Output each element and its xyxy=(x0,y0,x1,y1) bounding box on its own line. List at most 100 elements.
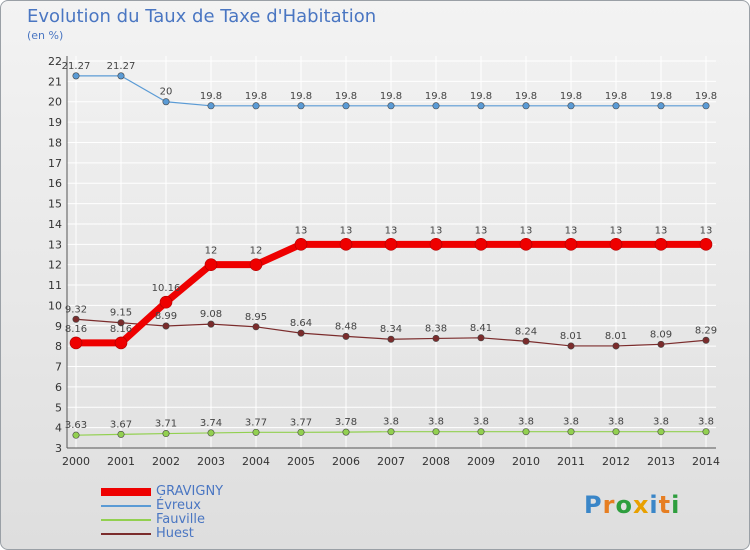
series-point-1 xyxy=(72,72,80,80)
data-label: 19.8 xyxy=(695,91,717,102)
series-point-2 xyxy=(117,430,125,438)
data-label: 3.74 xyxy=(200,418,222,429)
data-label: 8.16 xyxy=(65,324,87,335)
data-label: 19.8 xyxy=(515,91,537,102)
data-label: 8.09 xyxy=(650,329,672,340)
x-tick-label: 2002 xyxy=(152,455,180,468)
chart-title: Evolution du Taux de Taxe d'Habitation xyxy=(27,6,377,27)
series-point-0 xyxy=(159,295,173,309)
logo-letter: P xyxy=(584,491,603,519)
data-label: 21.27 xyxy=(62,61,91,72)
logo-letter: x xyxy=(632,491,650,519)
series-point-3 xyxy=(567,342,575,350)
series-point-0 xyxy=(384,238,398,251)
data-label: 19.8 xyxy=(650,91,672,102)
data-label: 12 xyxy=(205,246,218,257)
axis-layer: 3 4 5 6 7 8 9 10 11 12 13 14 15 16 17 18 19 20 21 22 2000 200… xyxy=(48,55,720,468)
y-tick-label: 17 xyxy=(48,157,62,170)
series-point-1 xyxy=(162,98,170,106)
legend-swatch-fauville xyxy=(101,519,151,521)
chart-subtitle: (en %) xyxy=(27,29,64,42)
series-point-1 xyxy=(342,102,350,110)
series-point-1 xyxy=(387,102,395,110)
data-label: 19.8 xyxy=(560,91,582,102)
series-point-3 xyxy=(522,337,530,345)
x-tick-label: 2001 xyxy=(107,455,135,468)
series-point-0 xyxy=(699,238,713,251)
data-label: 19.8 xyxy=(470,91,492,102)
x-tick-label: 2004 xyxy=(242,455,270,468)
x-tick-label: 2005 xyxy=(287,455,315,468)
series-point-1 xyxy=(207,102,215,110)
y-tick-label: 20 xyxy=(48,96,62,109)
series-point-2 xyxy=(657,428,665,436)
series-point-0 xyxy=(519,238,533,251)
series-point-2 xyxy=(207,429,215,437)
data-label: 8.01 xyxy=(560,331,582,342)
data-label: 8.01 xyxy=(605,331,627,342)
x-tick-label: 2011 xyxy=(557,455,585,468)
data-label: 3.71 xyxy=(155,419,177,430)
data-label: 8.16 xyxy=(110,324,132,335)
data-label: 13 xyxy=(385,225,398,236)
data-label: 19.8 xyxy=(290,91,312,102)
series-point-3 xyxy=(432,334,440,342)
series-point-3 xyxy=(117,319,125,327)
data-label: 3.8 xyxy=(653,417,669,428)
data-label: 3.63 xyxy=(65,420,87,431)
series-point-2 xyxy=(297,428,305,436)
series-point-3 xyxy=(477,334,485,342)
data-label: 13 xyxy=(475,225,488,236)
data-label: 8.64 xyxy=(290,318,312,329)
data-label: 9.15 xyxy=(110,308,132,319)
series-point-0 xyxy=(114,336,128,350)
data-label: 20 xyxy=(160,87,173,98)
series-point-0 xyxy=(249,258,263,271)
x-tick-label: 2012 xyxy=(602,455,630,468)
series-point-3 xyxy=(657,340,665,348)
data-label: 3.77 xyxy=(245,417,267,428)
logo-letter: o xyxy=(615,491,633,519)
data-label: 8.38 xyxy=(425,323,447,334)
series-point-3 xyxy=(342,332,350,340)
data-label: 13 xyxy=(340,225,353,236)
data-label: 3.8 xyxy=(383,417,399,428)
series-point-2 xyxy=(612,428,620,436)
y-tick-label: 13 xyxy=(48,238,62,251)
series-point-1 xyxy=(522,102,530,110)
series-point-1 xyxy=(702,102,710,110)
data-label: 13 xyxy=(655,225,668,236)
series-point-0 xyxy=(69,336,83,350)
series-point-1 xyxy=(657,102,665,110)
data-label: 3.8 xyxy=(608,417,624,428)
data-label: 13 xyxy=(700,225,713,236)
series-point-1 xyxy=(432,102,440,110)
series-point-2 xyxy=(702,428,710,436)
series-point-2 xyxy=(567,428,575,436)
y-tick-label: 3 xyxy=(55,442,62,455)
y-tick-label: 22 xyxy=(48,55,62,68)
x-tick-label: 2006 xyxy=(332,455,360,468)
y-tick-label: 15 xyxy=(48,198,62,211)
y-tick-label: 9 xyxy=(55,320,62,333)
x-tick-label: 2000 xyxy=(62,455,90,468)
y-tick-label: 4 xyxy=(55,422,62,435)
series-point-1 xyxy=(477,102,485,110)
data-label-layer: 8.16 8.16 10.16 12 12 13 13 13 13 13 13 13 13 13 13 21.… xyxy=(62,61,717,431)
data-label: 13 xyxy=(295,225,308,236)
y-tick-label: 8 xyxy=(55,340,62,353)
data-label: 19.8 xyxy=(605,91,627,102)
x-tick-label: 2014 xyxy=(692,455,720,468)
series-point-0 xyxy=(654,238,668,251)
series-point-1 xyxy=(117,72,125,80)
logo-letter: t xyxy=(658,491,672,519)
x-tick-label: 2009 xyxy=(467,455,495,468)
data-label: 3.78 xyxy=(335,417,357,428)
y-tick-label: 6 xyxy=(55,381,62,394)
data-label: 19.8 xyxy=(245,91,267,102)
series-point-3 xyxy=(297,329,305,337)
legend-label-gravigny: GRAVIGNY xyxy=(156,484,224,499)
y-tick-label: 19 xyxy=(48,116,62,129)
